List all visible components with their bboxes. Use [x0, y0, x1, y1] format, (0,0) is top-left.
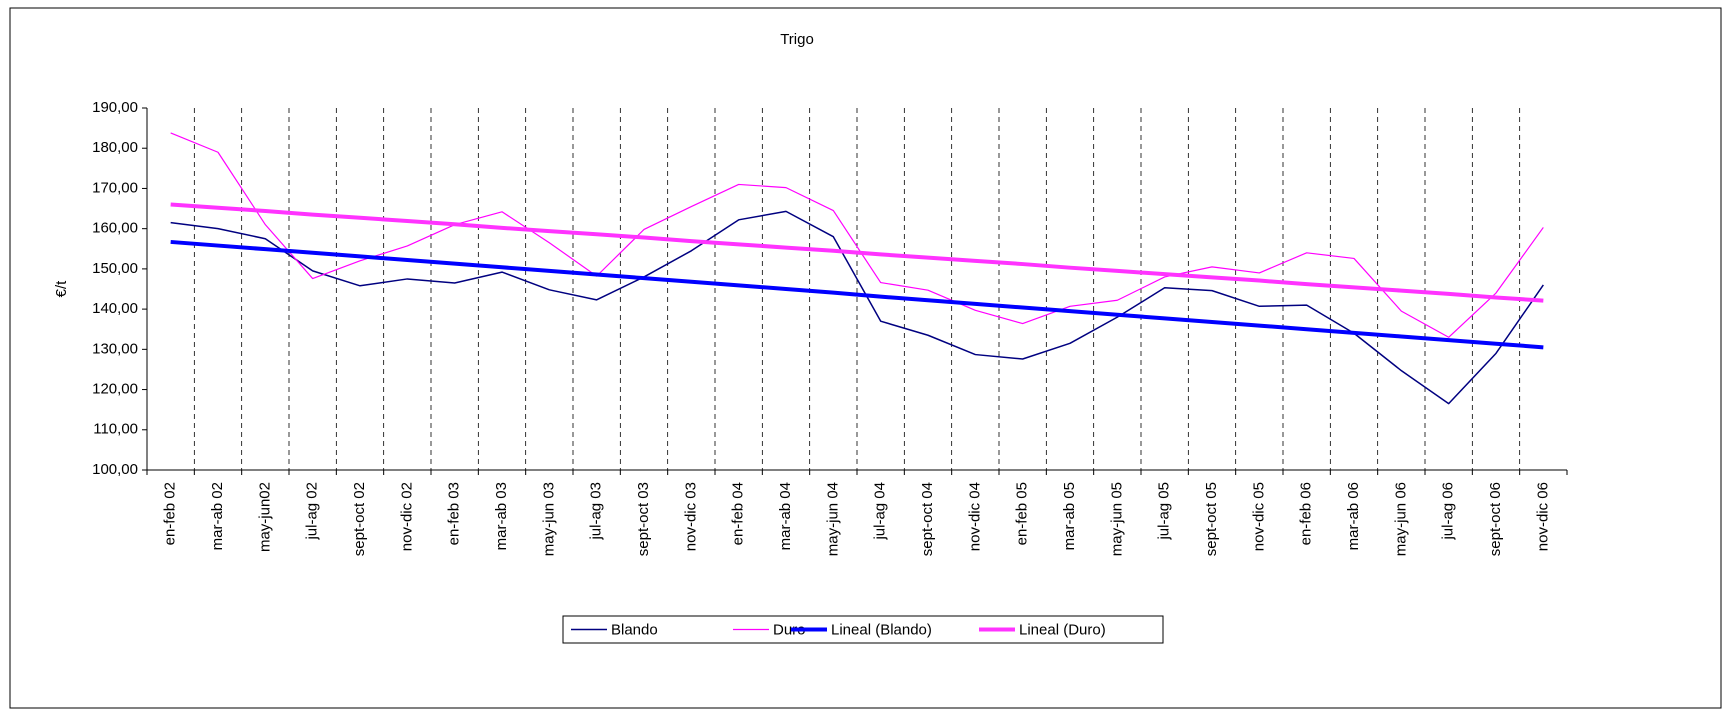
- series-line: [170, 202, 1544, 303]
- y-tick-label: 170,00: [92, 179, 138, 196]
- x-tick-label: sept-oct 06: [1487, 482, 1504, 556]
- y-tick-label: 180,00: [92, 139, 138, 156]
- y-tick-label: 190,00: [92, 99, 138, 116]
- x-tick-label: nov-dic 04: [966, 482, 983, 551]
- x-tick-label: may-jun 04: [824, 482, 841, 556]
- x-tick-label: mar-ab 04: [777, 482, 794, 550]
- x-tick-label: nov-dic 02: [398, 482, 415, 551]
- y-tick-label: 150,00: [92, 260, 138, 277]
- legend-label: Lineal (Duro): [1019, 621, 1106, 638]
- y-tick-label: 160,00: [92, 220, 138, 237]
- x-tick-label: nov-dic 03: [682, 482, 699, 551]
- x-tick-label: sept-oct 02: [351, 482, 368, 556]
- chart-border: [9, 7, 1722, 709]
- x-tick-label: en-feb 05: [1014, 482, 1031, 545]
- x-tick-label: may-jun 05: [1108, 482, 1125, 556]
- x-tick-label: nov-dic 06: [1534, 482, 1551, 551]
- x-tick-label: may-jun 06: [1392, 482, 1409, 556]
- y-tick-label: 110,00: [93, 421, 138, 438]
- y-tick-label: 140,00: [92, 300, 138, 317]
- x-tick-label: jul-ag 02: [304, 482, 321, 541]
- x-tick-label: sept-oct 04: [919, 482, 936, 556]
- chart-title: Trigo: [780, 31, 814, 48]
- x-tick-label: en-feb 06: [1298, 482, 1315, 545]
- x-tick-label: en-feb 02: [162, 482, 179, 545]
- y-tick-label: 100,00: [92, 461, 138, 478]
- legend-label: Duro: [773, 621, 806, 638]
- x-tick-label: mar-ab 05: [1061, 482, 1078, 550]
- legend-label: Blando: [611, 621, 658, 638]
- series-line: [170, 132, 1544, 338]
- x-tick-label: may-jun 03: [540, 482, 557, 556]
- y-axis-title: €/t: [53, 280, 70, 298]
- x-tick-label: mar-ab 03: [493, 482, 510, 550]
- x-tick-label: jul-ag 03: [588, 482, 605, 541]
- x-tick-label: mar-ab 06: [1345, 482, 1362, 550]
- x-tick-label: nov-dic 05: [1250, 482, 1267, 551]
- x-tick-label: en-feb 03: [446, 482, 463, 545]
- x-tick-label: en-feb 04: [730, 482, 747, 545]
- x-tick-label: mar-ab 02: [209, 482, 226, 550]
- y-tick-label: 120,00: [92, 381, 138, 398]
- x-tick-label: jul-ag 04: [872, 482, 889, 541]
- legend-label: Lineal (Blando): [831, 621, 932, 638]
- x-tick-label: jul-ag 06: [1440, 482, 1457, 541]
- x-tick-label: jul-ag 05: [1156, 482, 1173, 541]
- series-line: [170, 239, 1544, 350]
- legend-box: [562, 615, 1164, 644]
- series-line: [170, 210, 1544, 405]
- y-tick-label: 130,00: [92, 340, 138, 357]
- x-tick-label: sept-oct 05: [1203, 482, 1220, 556]
- x-tick-label: sept-oct 03: [635, 482, 652, 556]
- x-tick-label: may-jun02: [256, 482, 273, 552]
